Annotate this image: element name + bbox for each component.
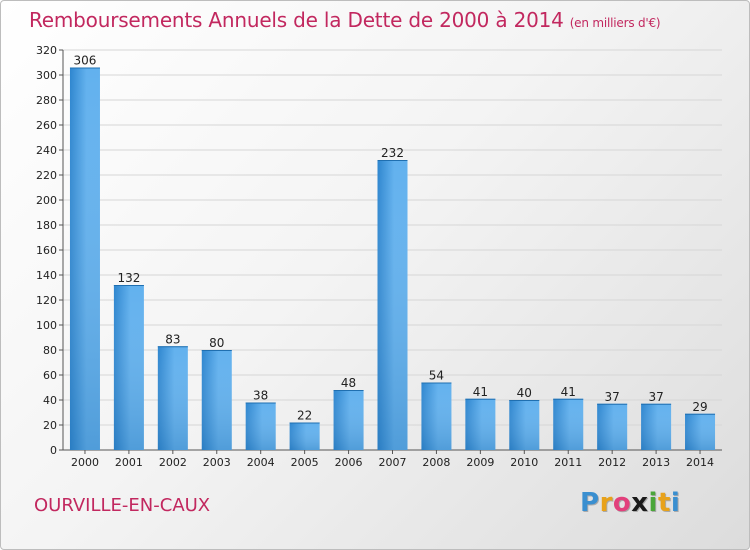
y-tick-label: 200 bbox=[36, 194, 57, 207]
bar-value-label: 54 bbox=[429, 369, 444, 383]
bar-value-label: 38 bbox=[253, 389, 268, 403]
bar-value-label: 41 bbox=[561, 385, 576, 399]
bar-shade bbox=[377, 160, 408, 450]
bar-value-label: 29 bbox=[692, 400, 707, 414]
bar-value-label: 22 bbox=[297, 409, 312, 423]
x-tick-label: 2002 bbox=[159, 456, 187, 469]
y-tick-label: 160 bbox=[36, 244, 57, 257]
bar-value-label: 48 bbox=[341, 376, 356, 390]
x-tick-label: 2007 bbox=[379, 456, 407, 469]
bar-shade bbox=[157, 346, 188, 450]
x-tick-label: 2000 bbox=[71, 456, 99, 469]
bar-shade bbox=[509, 400, 540, 450]
x-tick-label: 2013 bbox=[642, 456, 670, 469]
y-tick-label: 260 bbox=[36, 119, 57, 132]
y-tick-label: 20 bbox=[43, 419, 57, 432]
y-tick-label: 100 bbox=[36, 319, 57, 332]
y-tick-label: 300 bbox=[36, 69, 57, 82]
title-text: Remboursements Annuels de la Dette de 20… bbox=[29, 8, 564, 32]
y-tick-label: 80 bbox=[43, 344, 57, 357]
logo-letter: P bbox=[580, 488, 600, 518]
title-unit: (en milliers d'€) bbox=[569, 16, 661, 30]
bar-value-label: 41 bbox=[473, 385, 488, 399]
bar-shade bbox=[685, 413, 716, 450]
bar-value-label: 40 bbox=[517, 386, 532, 400]
bar-value-label: 306 bbox=[74, 54, 97, 68]
bar-shade bbox=[69, 67, 100, 450]
bar-shade bbox=[597, 403, 628, 450]
bar-shade bbox=[553, 398, 584, 450]
bar-value-label: 37 bbox=[648, 390, 663, 404]
y-tick-label: 40 bbox=[43, 394, 57, 407]
bar-value-label: 132 bbox=[117, 271, 140, 285]
x-tick-label: 2010 bbox=[510, 456, 538, 469]
logo-letter: o bbox=[612, 488, 632, 518]
bar-shade bbox=[465, 398, 496, 450]
x-tick-label: 2012 bbox=[598, 456, 626, 469]
y-tick-label: 140 bbox=[36, 269, 57, 282]
bar-shade bbox=[641, 403, 672, 450]
bar-shade bbox=[113, 285, 144, 450]
bar-value-label: 37 bbox=[605, 390, 620, 404]
bar-value-label: 83 bbox=[165, 332, 180, 346]
y-tick-label: 240 bbox=[36, 144, 57, 157]
logo-letter: r bbox=[599, 488, 613, 518]
commune-name: OURVILLE-EN-CAUX bbox=[34, 495, 211, 516]
y-tick-label: 0 bbox=[50, 444, 57, 457]
bar-value-label: 80 bbox=[209, 336, 224, 350]
x-tick-label: 2005 bbox=[291, 456, 319, 469]
y-tick-label: 180 bbox=[36, 219, 57, 232]
logo-letter: x bbox=[631, 488, 649, 518]
bar-shade bbox=[289, 422, 320, 450]
logo-letter: t bbox=[657, 488, 671, 518]
bar-shade bbox=[421, 382, 452, 450]
y-tick-label: 60 bbox=[43, 369, 57, 382]
proxiti-logo: Proxiti bbox=[580, 488, 680, 518]
x-tick-label: 2008 bbox=[422, 456, 450, 469]
bar-shade bbox=[201, 350, 232, 450]
x-tick-label: 2006 bbox=[335, 456, 363, 469]
x-tick-label: 2014 bbox=[686, 456, 714, 469]
bar-shade bbox=[333, 390, 364, 450]
logo-letter: i bbox=[648, 488, 658, 518]
bar-shade bbox=[245, 402, 276, 450]
x-tick-label: 2011 bbox=[554, 456, 582, 469]
x-tick-label: 2004 bbox=[247, 456, 275, 469]
x-tick-label: 2003 bbox=[203, 456, 231, 469]
x-tick-label: 2001 bbox=[115, 456, 143, 469]
chart-title: Remboursements Annuels de la Dette de 20… bbox=[29, 8, 661, 32]
y-tick-label: 280 bbox=[36, 94, 57, 107]
y-tick-label: 320 bbox=[36, 44, 57, 57]
y-tick-label: 220 bbox=[36, 169, 57, 182]
y-tick-label: 120 bbox=[36, 294, 57, 307]
x-tick-label: 2009 bbox=[466, 456, 494, 469]
bar-value-label: 232 bbox=[381, 146, 404, 160]
logo-letter: i bbox=[670, 488, 681, 518]
